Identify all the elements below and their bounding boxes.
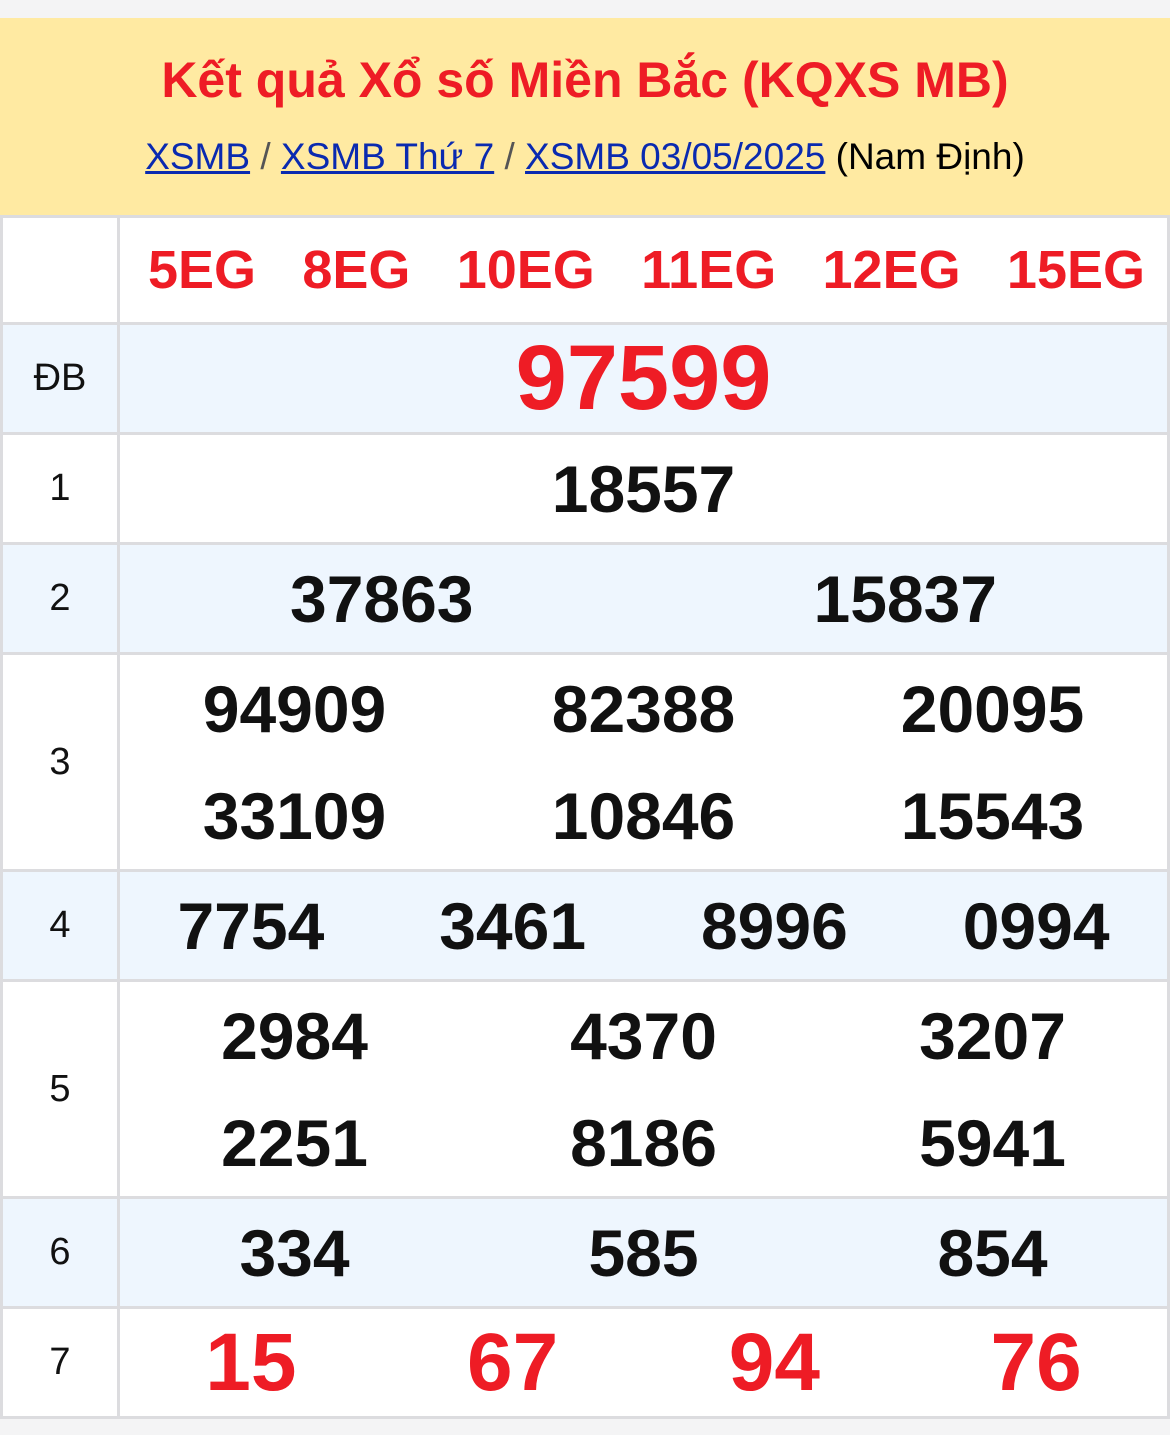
- results-table: 5EG 8EG 10EG 11EG 12EG 15EG ĐB 97599 1 1…: [0, 215, 1170, 1419]
- breadcrumb-xsmb-date[interactable]: XSMB 03/05/2025: [525, 136, 826, 177]
- prize-number: 2251: [221, 1105, 368, 1180]
- prize-number: 0994: [962, 888, 1110, 963]
- page-title: Kết quả Xổ số Miền Bắc (KQXS MB): [161, 52, 1009, 108]
- code: 15EG: [1006, 240, 1145, 300]
- prize-row-2: 2 37863 15837: [0, 542, 1170, 655]
- prize-number: 4370: [570, 998, 717, 1073]
- prize-row-7: 7 15 67 94 76: [0, 1306, 1170, 1419]
- breadcrumb-separator: /: [504, 136, 515, 177]
- results-panel: Kết quả Xổ số Miền Bắc (KQXS MB) XSMB / …: [0, 18, 1170, 1419]
- prize-number: 3207: [919, 998, 1066, 1073]
- prize-number: 7754: [177, 888, 325, 963]
- row-label: 4: [0, 869, 120, 982]
- row-label: 2: [0, 542, 120, 655]
- prize-number: 37863: [289, 561, 474, 636]
- prize-number: 2984: [221, 998, 368, 1073]
- code: 11EG: [641, 240, 777, 300]
- prize-number: 15543: [900, 778, 1085, 853]
- row-label: 6: [0, 1196, 120, 1309]
- prize-number: 67: [467, 1316, 559, 1408]
- breadcrumb-xsmb-thu-7[interactable]: XSMB Thứ 7: [280, 136, 495, 177]
- prize-number: 94: [728, 1316, 820, 1408]
- results-header: Kết quả Xổ số Miền Bắc (KQXS MB) XSMB / …: [0, 18, 1170, 215]
- row-label: 1: [0, 432, 120, 545]
- special-prize-number: 97599: [515, 327, 772, 429]
- row-label: ĐB: [0, 322, 120, 435]
- row-label: [0, 215, 120, 325]
- prize-row-1: 1 18557: [0, 432, 1170, 545]
- prize-number: 334: [239, 1215, 350, 1290]
- prize-number: 18557: [551, 451, 736, 526]
- prize-number: 8996: [700, 888, 848, 963]
- code: 10EG: [456, 240, 595, 300]
- prize-number: 94909: [202, 671, 387, 746]
- breadcrumb-separator: /: [260, 136, 271, 177]
- prize-number: 15: [205, 1316, 297, 1408]
- prize-number: 33109: [202, 778, 387, 853]
- breadcrumb: XSMB / XSMB Thứ 7 / XSMB 03/05/2025 (Nam…: [0, 136, 1170, 178]
- prize-number: 10846: [551, 778, 736, 853]
- code: 5EG: [148, 240, 257, 300]
- prize-number: 76: [990, 1316, 1082, 1408]
- prize-number: 585: [588, 1215, 699, 1290]
- prize-number: 3461: [439, 888, 587, 963]
- prize-row-6: 6 334 585 854: [0, 1196, 1170, 1309]
- prize-number: 854: [937, 1215, 1048, 1290]
- prize-number: 82388: [551, 671, 736, 746]
- row-label: 5: [0, 979, 120, 1199]
- code: 12EG: [822, 240, 961, 300]
- prize-row-db: ĐB 97599: [0, 322, 1170, 435]
- prize-number: 8186: [570, 1105, 717, 1180]
- prize-number: 20095: [900, 671, 1085, 746]
- prize-number: 5941: [919, 1105, 1066, 1180]
- codes-cell: 5EG 8EG 10EG 11EG 12EG 15EG: [117, 215, 1170, 325]
- code: 8EG: [302, 240, 411, 300]
- codes-row: 5EG 8EG 10EG 11EG 12EG 15EG: [0, 215, 1170, 325]
- province-label: (Nam Định): [835, 136, 1025, 177]
- row-label: 3: [0, 652, 120, 872]
- prize-row-3: 3 94909 82388 20095 33109 10846 15543: [0, 652, 1170, 872]
- prize-row-4: 4 7754 3461 8996 0994: [0, 869, 1170, 982]
- prize-number: 15837: [813, 561, 998, 636]
- row-label: 7: [0, 1306, 120, 1419]
- prize-row-5: 5 2984 4370 3207 2251 8186 5941: [0, 979, 1170, 1199]
- breadcrumb-xsmb[interactable]: XSMB: [145, 136, 251, 177]
